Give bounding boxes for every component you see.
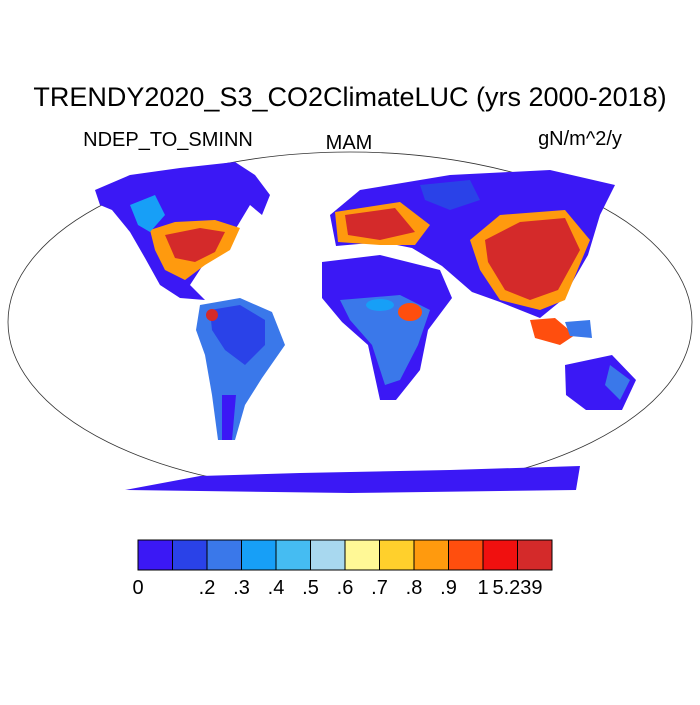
- colorbar-label: 1: [477, 577, 488, 599]
- colorbar-label: .6: [337, 577, 354, 599]
- colorbar-label: 5.239: [492, 577, 542, 599]
- region: [222, 395, 236, 440]
- map: [7, 151, 693, 493]
- colorbar-label: .9: [440, 577, 457, 599]
- region: [206, 309, 218, 321]
- region: [130, 195, 165, 232]
- colorbar-swatch: [172, 539, 208, 571]
- title: TRENDY2020_S3_CO2ClimateLUC (yrs 2000-20…: [33, 82, 666, 112]
- colorbar-label: .5: [302, 577, 319, 599]
- colorbar-label: .2: [199, 577, 216, 599]
- colorbar-swatch: [379, 539, 415, 571]
- variable-label: NDEP_TO_SMINN: [83, 129, 253, 151]
- colorbar-swatch: [241, 539, 277, 571]
- region: [530, 318, 575, 345]
- region: [565, 320, 592, 338]
- colorbar-swatch: [448, 539, 484, 571]
- colorbar-swatch: [482, 539, 518, 571]
- colorbar-swatch: [137, 539, 173, 571]
- colorbar: 0 .2 .3 .4 .5 .6 .7 .8 .9 1 5.239: [132, 539, 553, 599]
- colorbar-swatch: [275, 539, 311, 571]
- region: [366, 299, 394, 311]
- region: [398, 303, 422, 321]
- colorbar-label: .8: [406, 577, 423, 599]
- region: [420, 180, 480, 210]
- colorbar-swatch: [517, 539, 553, 571]
- colorbar-label: .3: [233, 577, 250, 599]
- region: [605, 365, 630, 400]
- colorbar-label: 0: [132, 577, 143, 599]
- region: [345, 208, 415, 240]
- region: [210, 305, 265, 365]
- colorbar-label: .7: [371, 577, 388, 599]
- units-label: gN/m^2/y: [538, 128, 622, 150]
- colorbar-swatch: [206, 539, 242, 571]
- colorbar-swatch: [310, 539, 346, 571]
- colorbar-swatch: [413, 539, 449, 571]
- region: [165, 228, 225, 262]
- continent: [125, 466, 580, 493]
- colorbar-label: .4: [268, 577, 285, 599]
- colorbar-swatch: [344, 539, 380, 571]
- season-label: MAM: [326, 132, 373, 154]
- region: [485, 218, 580, 300]
